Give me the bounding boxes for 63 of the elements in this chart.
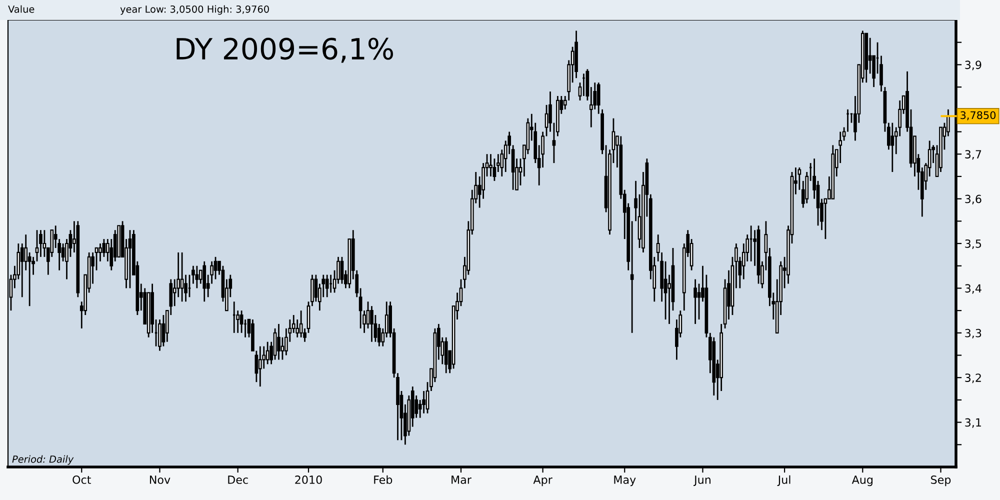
candlestick	[20, 242, 24, 298]
candlestick	[868, 37, 872, 74]
candlestick	[35, 229, 39, 262]
candlestick	[50, 229, 54, 258]
x-tick-label: Mar	[452, 476, 472, 484]
candlestick	[202, 260, 206, 302]
candlestick	[414, 394, 418, 419]
y-tick-label: 3,7	[965, 150, 982, 160]
y-tick-label: 3,1	[965, 418, 981, 428]
candlestick	[240, 310, 244, 334]
y-tick-label: 3,9	[965, 60, 982, 70]
candlestick	[838, 131, 842, 164]
candlestick	[325, 274, 329, 298]
candlestick	[214, 256, 218, 280]
y-tick-label: 3,2	[965, 374, 981, 384]
text: DY 2009=6,1%	[176, 38, 393, 63]
annotation: Period: Daily	[12, 455, 74, 465]
candlestick	[492, 158, 496, 182]
candlestick	[299, 310, 303, 338]
candlestick	[258, 346, 262, 388]
candlestick	[444, 336, 448, 374]
candlestick	[195, 265, 199, 289]
candlestick	[188, 274, 192, 298]
candlestick	[42, 229, 46, 258]
candlestick	[489, 153, 492, 178]
ref-line-label: 3,7850	[960, 111, 996, 120]
candlestick	[102, 238, 106, 258]
y-tick-label: 3,4	[965, 284, 982, 294]
candlestick	[180, 252, 184, 302]
candlestick	[162, 314, 166, 348]
x-tick-label: Jul	[777, 475, 790, 486]
y-tick-label: 3,6	[965, 194, 982, 204]
candlestick	[890, 122, 894, 173]
x-tick-label: Dec	[228, 476, 248, 484]
candlestick	[28, 252, 32, 307]
candlestick	[340, 256, 344, 284]
x-tick-label: Jun	[693, 476, 710, 486]
candlestick	[98, 242, 102, 262]
x-tick-label: May	[614, 476, 636, 486]
candlestick	[128, 229, 132, 289]
candlestick	[694, 278, 697, 325]
candlestick	[370, 305, 374, 343]
candlestick	[158, 318, 162, 352]
y-tick-label: 3,3	[965, 328, 982, 338]
x-tick-label: 2010	[295, 476, 322, 484]
x-tick-label: Nov	[150, 476, 170, 484]
candlestick	[422, 390, 426, 414]
x-tick-label: Oct	[72, 476, 91, 484]
y-tick-label: 3,5	[965, 239, 982, 250]
x-tick-label: Aug	[852, 476, 872, 486]
candlestick	[366, 300, 370, 330]
candlestick	[296, 318, 300, 338]
candlestick	[39, 229, 42, 258]
candlestick	[266, 341, 270, 365]
x-tick-label: Apr	[533, 476, 552, 486]
text: Value	[8, 5, 34, 13]
candlestick	[277, 323, 280, 360]
candlestick	[273, 328, 277, 360]
candlestick	[280, 336, 284, 360]
candlestick	[697, 283, 701, 320]
x-tick-label: Feb	[374, 475, 392, 484]
text: year Low: 3,0500 High: 3,9760	[120, 5, 269, 15]
x-tick-label: Sep	[931, 476, 951, 486]
